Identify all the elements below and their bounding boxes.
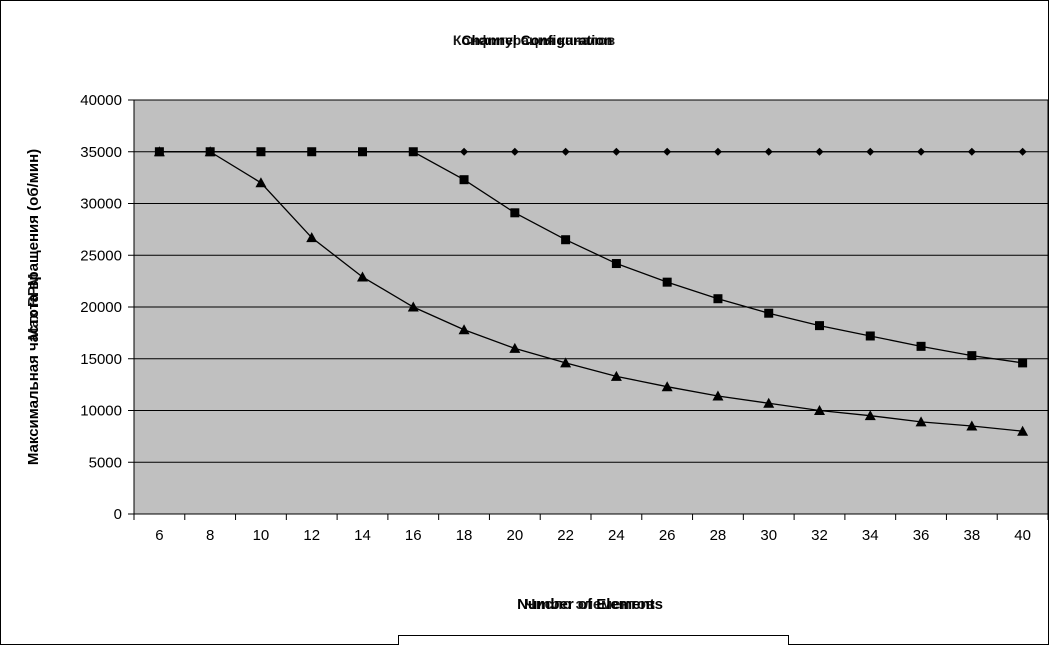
x-tick-label: 38 [963, 527, 980, 544]
x-tick-label: 6 [155, 527, 163, 544]
data-point [1018, 147, 1027, 156]
data-point [459, 175, 469, 185]
data-point [815, 147, 824, 156]
data-point [358, 147, 367, 157]
data-point [610, 370, 622, 381]
y-tick-label: 25000 [80, 247, 122, 264]
data-point [917, 147, 926, 156]
data-point [866, 147, 875, 156]
data-point [713, 294, 723, 304]
data-point [662, 277, 672, 287]
data-point [661, 381, 673, 392]
y-tick-labels: 0 5000 10000 15000 20000 25000 30000 35000 40000 [80, 92, 122, 523]
y-tick-label: 40000 [80, 92, 122, 109]
y-axis-title-overlay: Max RPM [25, 274, 42, 341]
data-point [967, 147, 976, 156]
data-point [764, 308, 774, 318]
axes [128, 99, 1049, 520]
x-axis-title: Number of Elements [517, 596, 663, 613]
x-tick-label: 10 [253, 527, 270, 544]
data-point [255, 177, 267, 188]
legend-box [398, 635, 789, 650]
x-tick-label: 40 [1014, 527, 1031, 544]
x-tick-label: 34 [862, 527, 879, 544]
series-line [159, 151, 1023, 364]
x-tick-label: 36 [913, 527, 930, 544]
series-element-p [154, 147, 1028, 368]
data-point [1017, 425, 1029, 436]
x-tick-label: 14 [354, 527, 371, 544]
series-line [159, 151, 1023, 432]
data-point [458, 324, 470, 335]
x-tick-label: 26 [659, 527, 676, 544]
data-point [612, 147, 621, 156]
x-tick-label: 32 [811, 527, 828, 544]
data-point [966, 420, 978, 431]
x-tick-label: 8 [206, 527, 214, 544]
y-tick-label: 30000 [80, 196, 122, 213]
data-point [510, 208, 520, 218]
x-tick-label: 24 [608, 527, 625, 544]
y-tick-label: 20000 [80, 299, 122, 316]
data-point [916, 341, 926, 351]
data-point [153, 146, 165, 157]
chart-title-overlay: Конфигурация каналов [453, 32, 616, 48]
data-point [814, 405, 825, 415]
data-point [560, 357, 572, 368]
data-point [357, 271, 368, 282]
x-tick-label: 18 [456, 527, 473, 544]
x-tick-label: 28 [710, 527, 727, 544]
x-tick-label: 20 [506, 527, 523, 544]
data-point [307, 147, 317, 157]
data-point [509, 342, 521, 353]
data-point [407, 301, 419, 312]
legend: RotorРоторElement PЭлементыSpikПики [398, 635, 789, 650]
data-point [561, 147, 570, 156]
x-tick-labels: 6 8 10 12 14 16 18 20 22 24 26 28 30 32 34 36 38 40 [155, 527, 1031, 544]
chart-title: Channel Configuration [462, 32, 613, 48]
data-point [864, 410, 876, 421]
data-point [815, 321, 824, 331]
data-point [561, 235, 571, 245]
data-point [663, 147, 672, 156]
data-point [1018, 358, 1028, 368]
y-axis-title: Максимальная частота вращения (об/мин) [25, 149, 42, 465]
x-tick-label: 30 [760, 527, 777, 544]
data-point [764, 147, 773, 156]
data-point [306, 232, 318, 243]
y-tick-label: 10000 [80, 403, 122, 420]
x-tick-label: 22 [557, 527, 574, 544]
data-point [915, 416, 927, 427]
series-spik [153, 146, 1029, 436]
data-point [967, 351, 977, 361]
data-point [256, 147, 266, 157]
y-tick-label: 35000 [80, 144, 122, 161]
y-tick-label: 15000 [80, 351, 122, 368]
series-layer [153, 146, 1029, 436]
x-tick-label: 12 [303, 527, 320, 544]
data-point [460, 147, 469, 156]
x-axis-title-overlay: Число элементов [525, 596, 655, 613]
y-tick-label: 0 [114, 506, 122, 523]
data-point [713, 147, 722, 156]
data-point [510, 147, 519, 156]
data-point [204, 146, 216, 157]
data-point [712, 390, 724, 401]
y-tick-label: 5000 [89, 454, 122, 471]
data-point [865, 331, 875, 341]
data-point [611, 259, 621, 269]
data-point [763, 397, 775, 408]
data-point [408, 147, 418, 157]
x-tick-label: 16 [405, 527, 422, 544]
